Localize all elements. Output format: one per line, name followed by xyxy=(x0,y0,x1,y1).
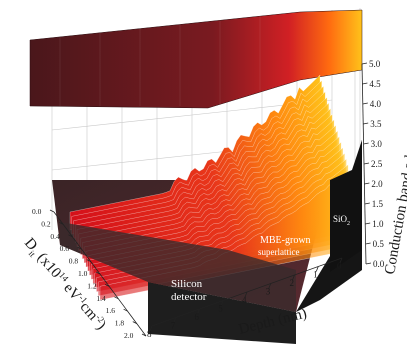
y-tick-mark xyxy=(68,234,73,238)
z-tick-mark xyxy=(363,162,370,165)
y-tick-mark xyxy=(141,333,147,337)
annotation-silicon-detector-line1: Silicon xyxy=(171,278,203,290)
z-tick-label: 1.0 xyxy=(372,219,384,229)
y-axis-title-sub: it xyxy=(27,249,38,260)
y-tick-mark xyxy=(77,246,82,250)
z-tick-label: 3.5 xyxy=(370,119,382,129)
x-tick-mark xyxy=(315,266,319,272)
annotation-mbe-line1: MBE-grown xyxy=(260,235,311,246)
annotation-sio2: SiO2 xyxy=(333,214,350,227)
y-tick-mark xyxy=(123,308,128,312)
z-tick-mark xyxy=(363,122,369,125)
y-tick-mark xyxy=(132,321,137,324)
z-tick-label: 4.5 xyxy=(369,79,381,89)
z-axis-line xyxy=(361,63,367,265)
z-tick-label: 4.0 xyxy=(370,99,382,109)
x-tick-mark xyxy=(173,317,177,323)
x-tick-label: 4 xyxy=(242,295,247,305)
z-tick-mark xyxy=(365,242,371,245)
y-tick-label: 1.0 xyxy=(78,269,88,278)
x-axis: 8 7 6 5 4 3 2 1 0 xyxy=(147,257,343,339)
x-tick-mark xyxy=(197,308,200,315)
annotation-silicon-detector-line2: detector xyxy=(171,291,207,303)
top-plane-grid xyxy=(59,16,261,106)
y-tick-label: 0.2 xyxy=(41,219,51,228)
z-tick-label: 1.5 xyxy=(372,199,384,209)
z-tick-mark xyxy=(365,262,372,265)
x-tick-mark xyxy=(220,300,224,306)
z-tick-mark xyxy=(362,102,368,105)
y-tick-mark xyxy=(105,284,110,287)
x-tick-label: 1 xyxy=(313,270,318,280)
y-tick-label: 1.2 xyxy=(87,281,97,290)
x-tick-label: 5 xyxy=(218,304,223,314)
y-tick-label: 2.0 xyxy=(124,331,134,340)
top-plane xyxy=(29,9,363,109)
z-tick-label: 2.5 xyxy=(371,159,383,169)
silicon-block xyxy=(60,222,296,312)
y-tick-mark xyxy=(95,271,101,275)
z-tick-mark xyxy=(363,142,369,145)
x-tick-mark xyxy=(292,274,295,281)
y-tick-label: 1.8 xyxy=(115,319,125,328)
z-tick-mark xyxy=(362,82,368,85)
z-tick-label: 5.0 xyxy=(369,59,381,69)
z-tick-label: 0.0 xyxy=(373,259,385,269)
x-tick-label: 6 xyxy=(195,312,200,322)
z-tick-mark xyxy=(364,202,370,205)
x-tick-mark xyxy=(339,257,343,264)
x-tick-label: 2 xyxy=(290,278,295,288)
x-tick-mark xyxy=(244,291,248,298)
x-tick-label: 0 xyxy=(337,261,342,271)
front-face-oxide xyxy=(296,140,362,312)
z-tick-label: 2.0 xyxy=(371,179,383,189)
z-tick-label: 3.0 xyxy=(371,139,383,149)
x-tick-label: 7 xyxy=(171,321,176,331)
y-tick-label: 0.4 xyxy=(50,232,60,241)
x-tick-label: 3 xyxy=(266,287,271,297)
oxide-pillar xyxy=(330,140,362,272)
z-tick-label: 0.5 xyxy=(373,239,385,249)
front-face-silicon xyxy=(148,282,296,344)
y-tick-mark xyxy=(86,259,91,262)
z-axis-title: Conduction band edge (eV) xyxy=(382,109,407,275)
y-tick-label: 1.6 xyxy=(106,306,116,315)
y-axis: 0.0 0.2 0.40.6 0.8 1.0 1.2 1.41.6 1.8 2.0 xyxy=(32,207,147,340)
y-tick-label: 0.6 xyxy=(60,244,70,253)
x-tick-mark xyxy=(149,325,153,332)
z-tick-mark xyxy=(361,62,368,65)
annotation-sio2-main: SiO xyxy=(333,214,348,224)
y-tick-mark xyxy=(59,222,64,225)
y-tick-mark xyxy=(49,209,55,213)
z-axis: 0.0 0.5 1.0 1.5 2.0 2.5 3.0 3.5 4.0 4.5 5.0 xyxy=(361,59,385,269)
y-tick-label: 1.4 xyxy=(96,294,106,303)
y-tick-mark xyxy=(114,296,119,300)
annotation-mbe-line2: superlattice xyxy=(258,247,299,257)
y-tick-label: 0.8 xyxy=(69,257,79,266)
z-tick-mark xyxy=(365,222,371,225)
y-tick-label: 0.0 xyxy=(32,207,42,216)
z-tick-mark xyxy=(364,182,370,185)
annotation-sio2-sub: 2 xyxy=(347,221,350,227)
x-tick-label: 8 xyxy=(147,329,152,339)
x-tick-mark xyxy=(268,283,272,289)
